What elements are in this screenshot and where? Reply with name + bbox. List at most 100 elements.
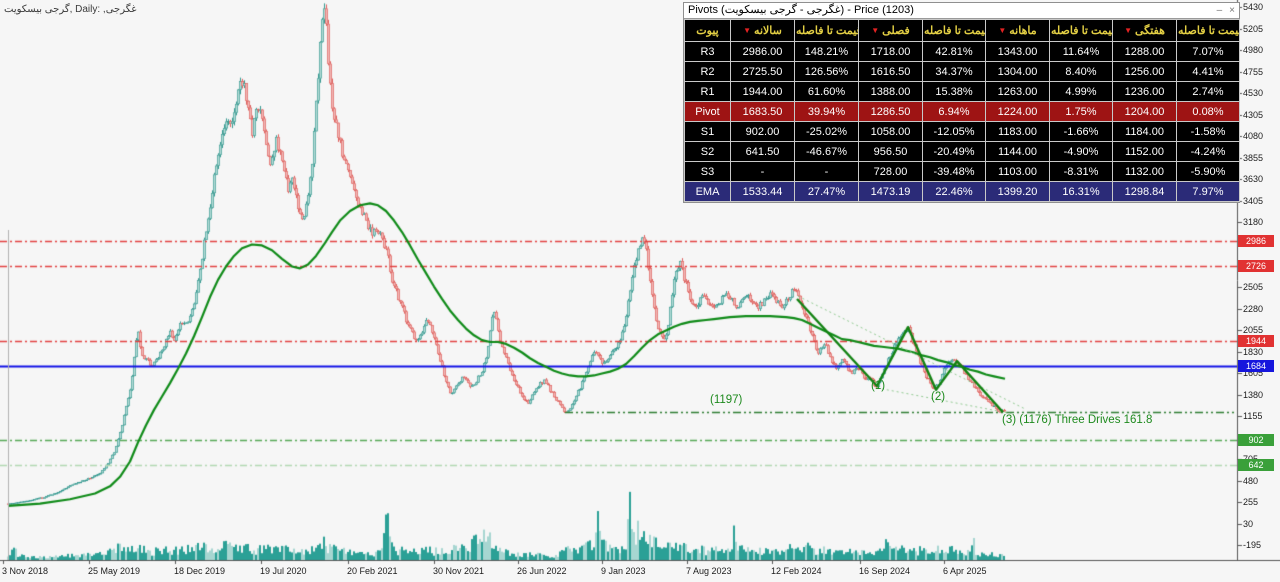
pivot-table-row: EMA 1533.44 27.47% 1473.19 22.46% 1399.20 16.3… xyxy=(684,181,1240,202)
pivot-cell: 1388.00 xyxy=(858,81,923,102)
pivot-row-label: Pivot xyxy=(684,101,731,122)
pivot-cell: 7.97% xyxy=(1176,181,1240,202)
pivot-cell: 728.00 xyxy=(858,161,923,182)
pivot-row-label: R1 xyxy=(684,81,731,102)
pivot-column-label: ⁦فاصله⁩ ⁦تا⁩ ⁦قیمت⁩ xyxy=(1178,25,1239,37)
pivot-levels-table: پیوت▼سالانه⁦فاصله⁩ ⁦تا⁩ ⁦قیمت⁩▼فصلی⁦فاصل… xyxy=(684,19,1240,202)
pivot-cell: 1683.50 xyxy=(730,101,795,122)
pivot-cell: 42.81% xyxy=(922,41,986,62)
pivot-cell: 15.38% xyxy=(922,81,986,102)
pivot-cell: -8.31% xyxy=(1049,161,1113,182)
pivot-row-label: EMA xyxy=(684,181,731,202)
pivot-cell: 1.75% xyxy=(1049,101,1113,122)
pivot-table-row: S2 641.50 -46.67% 956.50 -20.49% 1144.00 -4.90… xyxy=(684,141,1240,162)
pivot-cell: 641.50 xyxy=(730,141,795,162)
pivot-cell: 2986.00 xyxy=(730,41,795,62)
pivot-column-header[interactable]: ▼ ماهانه xyxy=(985,19,1050,42)
pivot-cell: 1183.00 xyxy=(985,121,1050,142)
pivot-column-header: ⁦فاصله⁩ ⁦تا⁩ ⁦قیمت⁩ xyxy=(1049,19,1113,42)
pivot-cell: 1288.00 xyxy=(1112,41,1177,62)
pivot-cell: -1.58% xyxy=(1176,121,1240,142)
pivot-cell: - xyxy=(794,161,859,182)
pivot-cell: - xyxy=(730,161,795,182)
pivot-column-label: هفتگی xyxy=(1134,25,1165,37)
pivot-table-row: R3 2986.00 148.21% 1718.00 42.81% 1343.00 11.6… xyxy=(684,41,1240,62)
pivot-column-header: ⁦فاصله⁩ ⁦تا⁩ ⁦قیمت⁩ xyxy=(794,19,859,42)
pivot-cell: 1103.00 xyxy=(985,161,1050,182)
pivot-cell: 4.99% xyxy=(1049,81,1113,102)
pivot-cell: 8.40% xyxy=(1049,61,1113,82)
pivot-cell: -25.02% xyxy=(794,121,859,142)
pivot-cell: 1152.00 xyxy=(1112,141,1177,162)
pivot-column-label: ⁦فاصله⁩ ⁦تا⁩ ⁦قیمت⁩ xyxy=(796,25,858,37)
pivot-table-row: S3- -728.00 -39.48% 1103.00 -8.31% 1132.00 -5.… xyxy=(684,161,1240,182)
pivot-cell: 1184.00 xyxy=(1112,121,1177,142)
pivot-column-header[interactable]: ▼ سالانه xyxy=(730,19,795,42)
pivot-table-row: R1 1944.00 61.60% 1388.00 15.38% 1263.00 4.99%… xyxy=(684,81,1240,102)
pivot-column-label: سالانه xyxy=(754,25,782,37)
pivot-table-row: S1 902.00 -25.02% 1058.00 -12.05% 1183.00 -1.6… xyxy=(684,121,1240,142)
pivot-table-header-row: پیوت▼سالانه⁦فاصله⁩ ⁦تا⁩ ⁦قیمت⁩▼فصلی⁦فاصل… xyxy=(684,19,1240,42)
pivot-column-header: پیوت xyxy=(684,19,731,42)
pivot-row-label: R2 xyxy=(684,61,731,82)
pivot-cell: 1263.00 xyxy=(985,81,1050,102)
pivot-row-label: S1 xyxy=(684,121,731,142)
chart-symbol-label: ⁦بیسکویت⁩ ⁦گرجی⁩, Daily: ,⁦غگرجی⁩ xyxy=(4,4,137,15)
pivot-column-label: ⁦فاصله⁩ ⁦تا⁩ ⁦قیمت⁩ xyxy=(924,25,985,37)
pivot-table-row: R2 2725.50 126.56% 1616.50 34.37% 1304.00 8.40… xyxy=(684,61,1240,82)
pivot-column-label: ماهانه xyxy=(1009,25,1037,37)
pivot-cell: 16.31% xyxy=(1049,181,1113,202)
sort-desc-icon: ▼ xyxy=(743,26,752,35)
pivot-table-row: Pivot 1683.50 39.94% 1286.50 6.94% 1224.00 1.7… xyxy=(684,101,1240,122)
pivot-row-label: R3 xyxy=(684,41,731,62)
pivot-cell: -4.90% xyxy=(1049,141,1113,162)
pivot-cell: 1224.00 xyxy=(985,101,1050,122)
sort-desc-icon: ▼ xyxy=(998,26,1007,35)
pivot-cell: 1298.84 xyxy=(1112,181,1177,202)
pivot-cell: 1132.00 xyxy=(1112,161,1177,182)
pivot-cell: -12.05% xyxy=(922,121,986,142)
pivot-cell: 1204.00 xyxy=(1112,101,1177,122)
pivot-cell: 1144.00 xyxy=(985,141,1050,162)
pivot-column-label: ⁦فاصله⁩ ⁦تا⁩ ⁦قیمت⁩ xyxy=(1051,25,1112,37)
pivot-column-header[interactable]: ▼ فصلی xyxy=(858,19,923,42)
pivot-cell: 2725.50 xyxy=(730,61,795,82)
pivot-cell: 22.46% xyxy=(922,181,986,202)
pivot-cell: 4.41% xyxy=(1176,61,1240,82)
pivot-cell: -46.67% xyxy=(794,141,859,162)
sort-desc-icon: ▼ xyxy=(871,26,880,35)
pivot-cell: -5.90% xyxy=(1176,161,1240,182)
pivot-cell: 1286.50 xyxy=(858,101,923,122)
pivot-cell: -1.66% xyxy=(1049,121,1113,142)
pivot-cell: 902.00 xyxy=(730,121,795,142)
pivot-column-header: ⁦فاصله⁩ ⁦تا⁩ ⁦قیمت⁩ xyxy=(1176,19,1240,42)
pivot-cell: 7.07% xyxy=(1176,41,1240,62)
pivot-cell: 1256.00 xyxy=(1112,61,1177,82)
pivot-cell: 61.60% xyxy=(794,81,859,102)
pivot-cell: 1616.50 xyxy=(858,61,923,82)
pivot-cell: 126.56% xyxy=(794,61,859,82)
pivot-column-header: ⁦فاصله⁩ ⁦تا⁩ ⁦قیمت⁩ xyxy=(922,19,986,42)
pivot-cell: 148.21% xyxy=(794,41,859,62)
pivot-cell: 1473.19 xyxy=(858,181,923,202)
sort-desc-icon: ▼ xyxy=(1124,26,1132,35)
minimize-icon[interactable]: – xyxy=(1216,5,1223,16)
pivot-cell: 0.08% xyxy=(1176,101,1240,122)
pivot-column-label: فصلی xyxy=(882,25,910,37)
pivots-window-titlebar[interactable]: Pivots (⁦بیسکویت⁩ ⁦گرجی⁩ - ⁦غگرجی⁩) - Pr… xyxy=(684,3,1239,19)
pivot-cell: 11.64% xyxy=(1049,41,1113,62)
pivot-cell: -20.49% xyxy=(922,141,986,162)
pivot-cell: -39.48% xyxy=(922,161,986,182)
close-icon[interactable]: × xyxy=(1229,5,1235,16)
pivot-column-header[interactable]: ▼ هفتگی xyxy=(1112,19,1177,42)
pivot-cell: 1533.44 xyxy=(730,181,795,202)
pivot-cell: 1718.00 xyxy=(858,41,923,62)
pivot-cell: 1343.00 xyxy=(985,41,1050,62)
pivots-indicator-window[interactable]: Pivots (⁦بیسکویت⁩ ⁦گرجی⁩ - ⁦غگرجی⁩) - Pr… xyxy=(683,2,1240,203)
pivot-column-label: پیوت xyxy=(696,25,719,37)
pivot-row-label: S3 xyxy=(684,161,731,182)
pivot-cell: 1304.00 xyxy=(985,61,1050,82)
pivot-cell: 39.94% xyxy=(794,101,859,122)
pivot-cell: 27.47% xyxy=(794,181,859,202)
